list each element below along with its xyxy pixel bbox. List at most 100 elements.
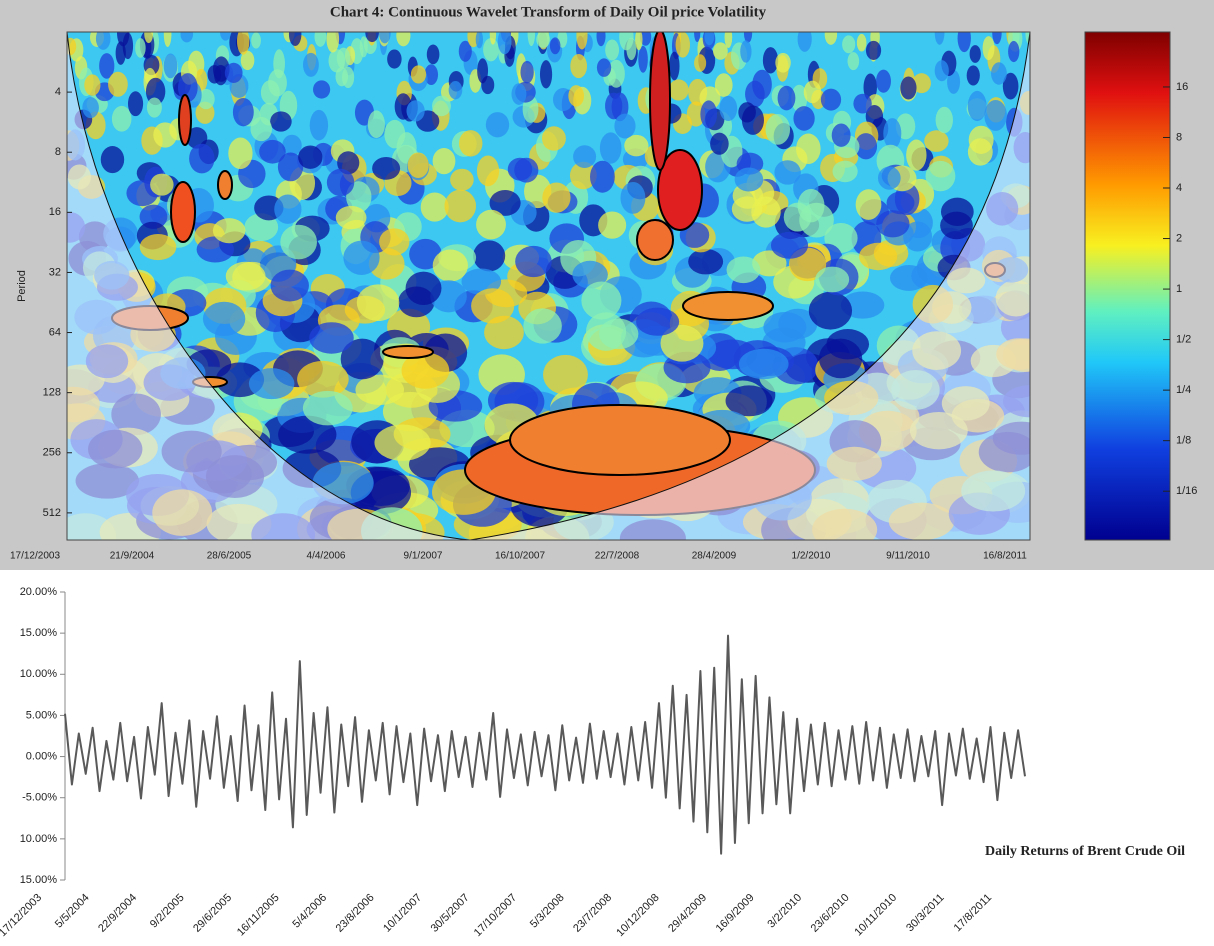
heatmap-texture xyxy=(831,123,851,147)
heatmap-texture xyxy=(278,415,337,454)
heatmap-texture xyxy=(638,45,648,73)
x-tick-label: 23/8/2006 xyxy=(334,892,377,935)
y-axis-label: Period xyxy=(16,270,28,302)
heatmap-texture xyxy=(224,62,243,83)
heatmap-texture xyxy=(572,260,608,289)
significance-region xyxy=(649,32,671,171)
x-tick-label: 29/6/2005 xyxy=(191,892,234,935)
heatmap-texture xyxy=(297,360,349,398)
heatmap-texture xyxy=(704,32,715,46)
heatmap-texture xyxy=(863,73,877,102)
heatmap-texture xyxy=(713,42,728,60)
heatmap-texture xyxy=(424,64,439,85)
heatmap-texture xyxy=(313,80,331,99)
heatmap-texture xyxy=(189,143,215,174)
heatmap-texture xyxy=(694,32,701,43)
x-tick-label: 28/6/2005 xyxy=(207,551,252,562)
heatmap-texture xyxy=(135,38,146,58)
colorbar-tick-label: 1/16 xyxy=(1176,485,1197,497)
x-tick-label: 29/4/2009 xyxy=(666,892,709,935)
heatmap-texture xyxy=(288,32,302,47)
significance-region xyxy=(217,170,233,200)
heatmap-texture xyxy=(541,126,566,151)
heatmap-texture xyxy=(489,190,521,216)
heatmap-texture xyxy=(228,137,253,170)
heatmap-texture xyxy=(473,240,506,272)
y-tick-label: 10.00% xyxy=(20,833,58,845)
heatmap-texture xyxy=(774,160,801,185)
heatmap-texture xyxy=(725,385,773,417)
heatmap-texture xyxy=(186,127,208,149)
heatmap-texture xyxy=(365,32,379,43)
heatmap-texture xyxy=(458,130,483,157)
x-tick-label: 9/1/2007 xyxy=(404,551,443,562)
heatmap-texture xyxy=(527,32,536,47)
heatmap-texture xyxy=(326,168,355,197)
heatmap-texture xyxy=(497,32,512,55)
heatmap-texture xyxy=(520,60,534,84)
colorbar-tick-label: 16 xyxy=(1176,81,1188,93)
heatmap-texture xyxy=(714,73,733,97)
heatmap-texture xyxy=(268,69,287,97)
heatmap-texture xyxy=(607,59,625,88)
heatmap xyxy=(67,32,1030,540)
x-tick-label: 23/6/2010 xyxy=(809,892,852,935)
heatmap-texture xyxy=(568,85,585,107)
heatmap-texture xyxy=(251,32,261,49)
heatmap-texture xyxy=(485,112,510,138)
y-tick-label: 512 xyxy=(43,507,61,519)
x-tick-label: 9/2/2005 xyxy=(148,892,187,931)
heatmap-texture xyxy=(889,264,928,291)
heatmap-texture xyxy=(855,189,882,220)
heatmap-texture xyxy=(553,87,574,112)
heatmap-texture xyxy=(614,113,636,139)
x-tick-label: 21/9/2004 xyxy=(110,551,155,562)
x-tick-label: 17/12/2003 xyxy=(10,551,60,562)
y-tick-label: 4 xyxy=(55,86,61,98)
y-tick-label: 20.00% xyxy=(20,586,58,598)
heatmap-texture xyxy=(108,71,128,97)
heatmap-texture xyxy=(163,53,178,79)
heatmap-texture xyxy=(639,32,652,46)
heatmap-texture xyxy=(596,32,606,47)
heatmap-texture xyxy=(240,50,255,71)
heatmap-texture xyxy=(95,32,111,50)
heatmap-texture xyxy=(934,60,949,82)
heatmap-texture xyxy=(763,311,807,343)
heatmap-texture xyxy=(432,249,468,282)
heatmap-texture xyxy=(270,269,309,302)
heatmap-texture xyxy=(337,151,360,175)
x-tick-label: 22/7/2008 xyxy=(595,551,640,562)
plot-frame xyxy=(66,31,1031,541)
heatmap-texture xyxy=(675,32,691,58)
colorbar-tick-label: 1/4 xyxy=(1176,384,1191,396)
heatmap-texture xyxy=(450,168,474,191)
heatmap-texture xyxy=(765,114,791,145)
heatmap-texture xyxy=(738,348,789,380)
heatmap-texture xyxy=(876,210,910,238)
heatmap-texture xyxy=(934,32,945,45)
significance-region xyxy=(170,181,196,243)
heatmap-texture xyxy=(598,211,627,239)
heatmap-texture xyxy=(405,271,442,306)
y-tick-label: 64 xyxy=(49,326,61,338)
heatmap-texture xyxy=(854,133,878,160)
heatmap-texture xyxy=(569,161,597,190)
x-tick-label: 23/7/2008 xyxy=(571,892,614,935)
heatmap-texture xyxy=(719,95,738,122)
heatmap-texture xyxy=(686,101,706,127)
heatmap-texture xyxy=(969,45,981,63)
heatmap-texture xyxy=(282,134,302,156)
heatmap-texture xyxy=(225,261,266,291)
heatmap-texture xyxy=(797,32,812,52)
x-tick-label: 17/10/2007 xyxy=(472,892,519,939)
heatmap-texture xyxy=(401,352,450,389)
y-tick-label: 10.00% xyxy=(20,668,58,680)
heatmap-texture xyxy=(549,37,561,55)
x-tick-label: 5/4/2006 xyxy=(290,892,329,931)
x-tick-label: 1/2/2010 xyxy=(792,551,831,562)
heatmap-texture xyxy=(511,83,527,105)
heatmap-texture xyxy=(387,49,402,69)
heatmap-texture xyxy=(967,138,993,166)
heatmap-texture xyxy=(876,69,891,93)
